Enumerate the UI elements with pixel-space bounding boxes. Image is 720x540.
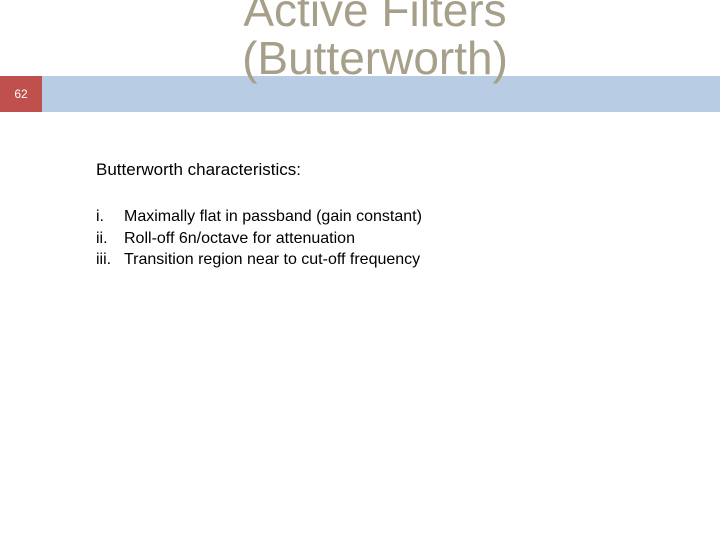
list-marker: iii. bbox=[96, 249, 124, 271]
title-line-2: (Butterworth) bbox=[242, 32, 508, 84]
list-marker: i. bbox=[96, 206, 124, 228]
slide-content: Butterworth characteristics: i. Maximall… bbox=[96, 160, 636, 271]
subheading: Butterworth characteristics: bbox=[96, 160, 636, 180]
list-item: ii. Roll-off 6n/octave for attenuation bbox=[96, 228, 636, 250]
list-text: Maximally flat in passband (gain constan… bbox=[124, 206, 422, 228]
page-number-badge: 62 bbox=[0, 76, 42, 112]
page-number: 62 bbox=[14, 87, 27, 101]
slide-title: Active Filters (Butterworth) bbox=[165, 0, 585, 83]
list-item: i. Maximally flat in passband (gain cons… bbox=[96, 206, 636, 228]
list-marker: ii. bbox=[96, 228, 124, 250]
characteristics-list: i. Maximally flat in passband (gain cons… bbox=[96, 206, 636, 271]
list-text: Roll-off 6n/octave for attenuation bbox=[124, 228, 355, 250]
list-text: Transition region near to cut-off freque… bbox=[124, 249, 420, 271]
title-line-1: Active Filters bbox=[243, 0, 506, 36]
list-item: iii. Transition region near to cut-off f… bbox=[96, 249, 636, 271]
